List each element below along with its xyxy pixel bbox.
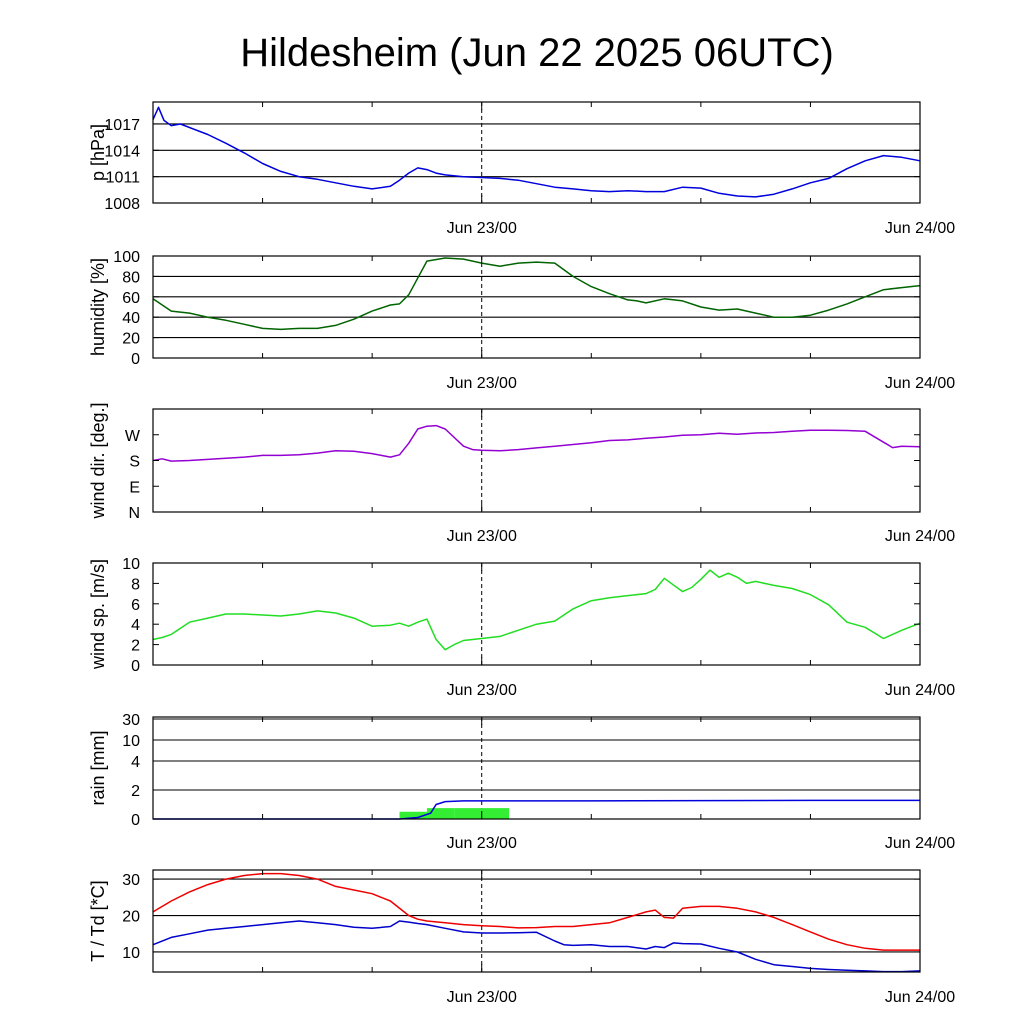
y-tick-label: 1011 [106, 170, 141, 187]
x-tick-label: Jun 23/00 [447, 220, 517, 237]
y-tick-label: 2 [131, 783, 140, 800]
x-tick-label: Jun 24/00 [885, 528, 955, 545]
y-tick-label: 60 [122, 290, 140, 307]
y-tick-label: 0 [131, 351, 140, 368]
panel-1: 0 20 40 60 80 100 Jun 23/00 Jun 24/00 humidity [… [88, 249, 955, 392]
panel-3: 0 2 4 6 8 10 Jun 23/00 Jun 24/00 wind sp. [m/s] [88, 556, 955, 699]
y-tick-label: 10 [122, 945, 140, 962]
panel-frame [152, 869, 921, 973]
y-axis-label: humidity [%] [88, 258, 108, 356]
y-tick-label: 80 [122, 269, 140, 286]
y-tick-label: N [128, 505, 140, 522]
dewpoint-line [152, 920, 921, 973]
panel-frame [152, 562, 921, 666]
y-tick-label: 100 [113, 249, 140, 266]
x-tick-label: Jun 24/00 [885, 375, 955, 392]
panel-frame [152, 716, 921, 820]
y-tick-label: 4 [131, 617, 140, 634]
x-tick-label: Jun 24/00 [885, 682, 955, 699]
x-tick-label: Jun 23/00 [447, 528, 517, 545]
y-tick-label: 20 [122, 909, 140, 926]
y-tick-label: 1008 [104, 196, 140, 213]
pressure-line [152, 106, 921, 198]
x-tick-label: Jun 23/00 [447, 375, 517, 392]
y-axis-label: wind sp. [m/s] [88, 559, 108, 670]
y-tick-label: 1017 [104, 117, 140, 134]
chart-title: Hildesheim (Jun 22 2025 06UTC) [240, 31, 834, 75]
y-tick-label: 0 [131, 812, 140, 829]
panel-frame [152, 408, 921, 513]
x-tick-label: Jun 24/00 [885, 835, 955, 852]
rain-bar [399, 811, 427, 819]
y-tick-label: E [129, 479, 140, 496]
y-tick-label: 30 [122, 712, 140, 729]
panel-frame [152, 255, 921, 359]
y-tick-label: 4 [131, 754, 140, 771]
rain_accum-line [153, 799, 920, 820]
x-tick-label: Jun 23/00 [447, 682, 517, 699]
y-tick-label: 6 [131, 597, 140, 614]
y-tick-label: 40 [122, 310, 140, 327]
y-tick-label: 30 [122, 872, 140, 889]
panel-0: 1008 1011 1014 1017 Jun 23/00 Jun 24/00 p [hPa… [88, 101, 955, 237]
y-tick-label: 8 [131, 576, 140, 593]
y-axis-label: p [hPa] [88, 124, 108, 181]
y-tick-label: 10 [122, 733, 140, 750]
y-tick-label: 20 [122, 331, 140, 348]
panel-4: 0 2 4 10 30 Jun 23/00 Jun 24/00 rain [mm] [88, 712, 955, 852]
panel-frame [152, 101, 921, 204]
y-tick-label: S [129, 454, 140, 471]
y-tick-label: 10 [122, 556, 140, 573]
panel-5: 10 20 30 Jun 23/00 Jun 24/00 T / Td [*C] [88, 869, 955, 1006]
y-tick-label: 2 [131, 638, 140, 655]
x-tick-label: Jun 24/00 [885, 989, 955, 1006]
x-tick-label: Jun 23/00 [447, 835, 517, 852]
y-tick-label: W [125, 428, 141, 445]
rain-bar [426, 808, 455, 819]
y-tick-label: 1014 [104, 143, 140, 160]
y-axis-label: T / Td [*C] [88, 880, 108, 961]
x-tick-label: Jun 24/00 [885, 220, 955, 237]
wind_speed-line [152, 569, 921, 651]
x-tick-label: Jun 23/00 [447, 989, 517, 1006]
y-axis-label: rain [mm] [88, 730, 108, 805]
y-axis-label: wind dir. [deg.] [88, 402, 108, 519]
temperature-line [152, 872, 920, 951]
humidity-line [152, 257, 921, 331]
wind_dir-line [152, 424, 921, 462]
y-tick-label: 0 [131, 658, 140, 675]
